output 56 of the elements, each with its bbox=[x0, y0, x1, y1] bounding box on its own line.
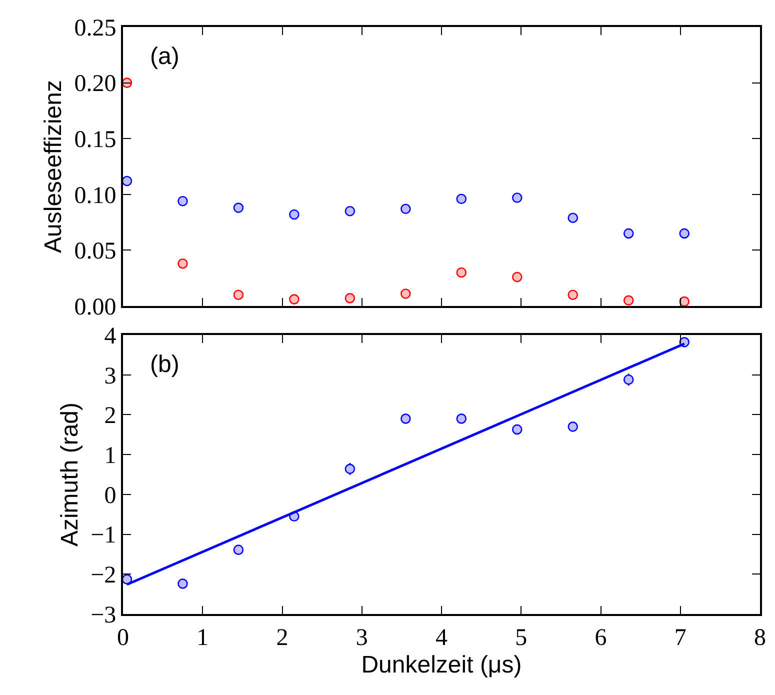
y-tick-label: −3 bbox=[90, 602, 116, 628]
point bbox=[568, 422, 578, 432]
y-tick-label: 0.00 bbox=[74, 294, 116, 320]
x-tick-label: 6 bbox=[594, 624, 607, 651]
point bbox=[400, 414, 411, 424]
y-tick-label: 1 bbox=[104, 442, 116, 469]
point bbox=[233, 544, 244, 555]
point bbox=[456, 194, 467, 204]
y-tick-label: 0.05 bbox=[74, 238, 116, 265]
point bbox=[679, 296, 690, 307]
point bbox=[400, 204, 411, 214]
y-axis-title: Ausleseeffizienz bbox=[40, 80, 67, 253]
point bbox=[344, 293, 356, 304]
point bbox=[623, 295, 634, 306]
point bbox=[122, 176, 132, 186]
y-axis-title: Azimuth (rad) bbox=[56, 402, 84, 547]
point bbox=[623, 228, 634, 239]
x-tick-label: 2 bbox=[276, 624, 288, 651]
y-tick-label: 3 bbox=[104, 363, 116, 390]
point bbox=[289, 209, 300, 220]
point bbox=[456, 267, 467, 278]
point bbox=[233, 290, 244, 300]
point bbox=[512, 272, 522, 282]
y-tick-label: −2 bbox=[90, 562, 116, 589]
x-axis-title: Dunkelzeit (μs) bbox=[361, 652, 522, 679]
point bbox=[344, 464, 356, 474]
point bbox=[623, 374, 634, 385]
point bbox=[456, 414, 467, 424]
annotation: (a) bbox=[150, 43, 180, 70]
point bbox=[679, 228, 690, 239]
y-tick-label: 2 bbox=[104, 403, 116, 430]
x-tick-label: 1 bbox=[196, 624, 209, 651]
point bbox=[512, 192, 522, 203]
y-tick-label: 0.20 bbox=[74, 71, 116, 98]
point bbox=[178, 258, 188, 269]
point bbox=[568, 290, 578, 300]
annotation: (b) bbox=[150, 351, 180, 378]
y-tick-label: −1 bbox=[90, 522, 116, 549]
y-tick-label: 0.25 bbox=[74, 15, 116, 42]
y-tick-label: 0.15 bbox=[74, 127, 116, 153]
y-tick-label: 0.10 bbox=[74, 182, 116, 209]
point bbox=[178, 578, 188, 589]
y-tick-label: 4 bbox=[104, 323, 116, 350]
point bbox=[178, 196, 188, 206]
point bbox=[568, 212, 578, 223]
point bbox=[233, 202, 244, 213]
x-tick-label: 7 bbox=[674, 624, 686, 651]
x-tick-label: 5 bbox=[515, 624, 528, 651]
x-tick-label: 3 bbox=[356, 624, 368, 651]
x-tick-label: 4 bbox=[436, 624, 448, 651]
point bbox=[512, 424, 522, 435]
x-tick-label: 8 bbox=[754, 624, 766, 651]
y-tick-label: 0 bbox=[104, 482, 116, 509]
point bbox=[289, 294, 300, 304]
point bbox=[400, 288, 411, 299]
point bbox=[344, 206, 356, 216]
